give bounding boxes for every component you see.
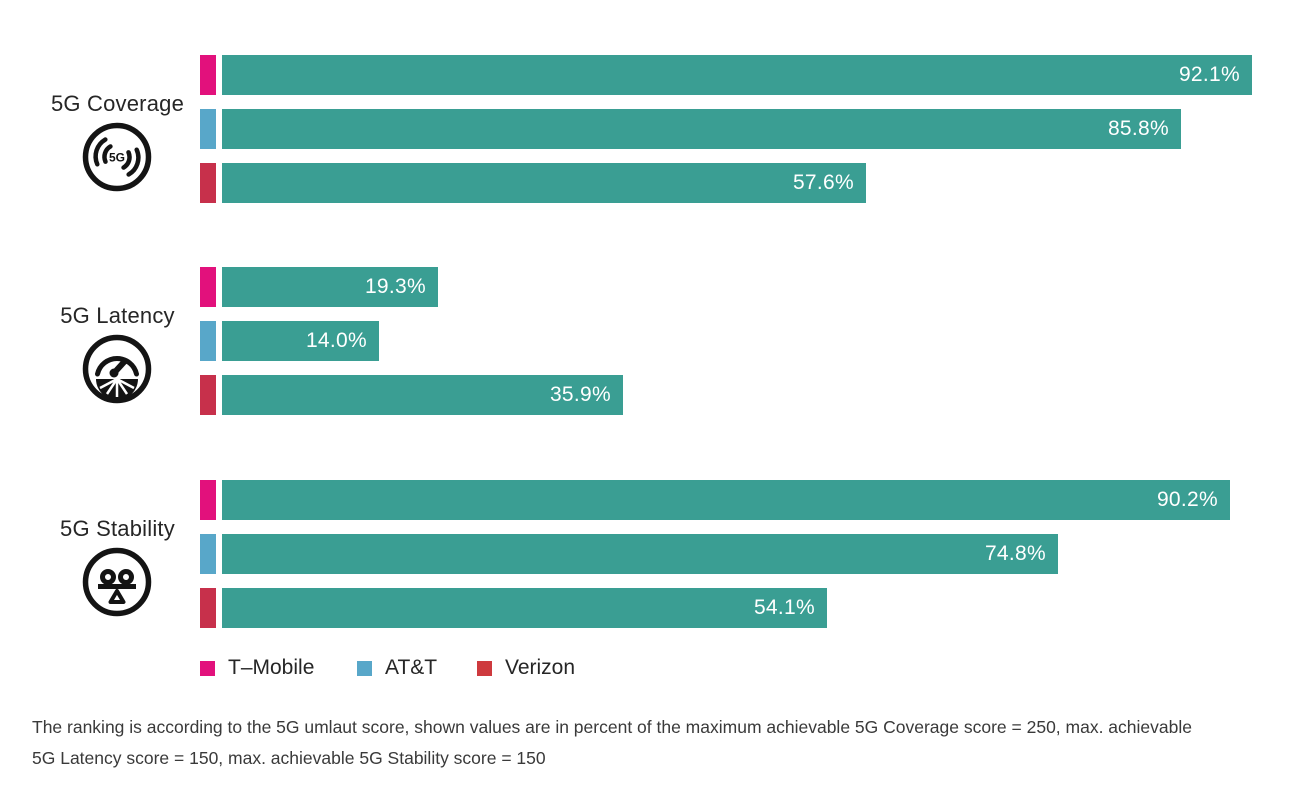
- svg-text:5G: 5G: [109, 151, 125, 165]
- latency-gauge-icon: [82, 334, 152, 404]
- group-title: 5G Latency: [60, 303, 175, 328]
- bar-value-label: 92.1%: [1178, 63, 1240, 86]
- bar-value-label: 85.8%: [1107, 117, 1169, 140]
- group-title: 5G Stability: [60, 516, 175, 541]
- att-color-swatch: [357, 660, 372, 676]
- bar-value-label: 74.8%: [984, 542, 1046, 565]
- carrier-color-tab: [200, 534, 216, 574]
- legend-item-tmobile: T–Mobile: [200, 656, 314, 680]
- carrier-color-tab: [200, 375, 216, 415]
- value-bar: 35.9%: [222, 375, 623, 415]
- value-bar: 57.6%: [222, 163, 866, 203]
- bar-value-label: 54.1%: [753, 596, 815, 619]
- legend-item-att: AT&T: [357, 656, 437, 680]
- bar-value-label: 19.3%: [364, 275, 426, 298]
- stability-balance-icon: [82, 547, 152, 617]
- legend-label: Verizon: [505, 656, 576, 679]
- value-bar: 54.1%: [222, 588, 827, 628]
- bar-value-label: 90.2%: [1156, 488, 1218, 511]
- value-bar: 14.0%: [222, 321, 379, 361]
- carrier-color-tab: [200, 588, 216, 628]
- carrier-color-tab: [200, 480, 216, 520]
- value-bar: 90.2%: [222, 480, 1230, 520]
- footnote-text: The ranking is according to the 5G umlau…: [32, 717, 1192, 768]
- carrier-color-tab: [200, 163, 216, 203]
- carrier-color-tab: [200, 109, 216, 149]
- bar-value-label: 35.9%: [549, 383, 611, 406]
- legend-item-verizon: Verizon: [477, 656, 575, 680]
- verizon-color-swatch: [477, 660, 492, 676]
- value-bar: 85.8%: [222, 109, 1181, 149]
- value-bar: 19.3%: [222, 267, 438, 307]
- bar-value-label: 57.6%: [792, 171, 854, 194]
- 5g-coverage-signal-icon: 5G: [82, 122, 152, 192]
- tmobile-color-swatch: [200, 660, 215, 676]
- group-title: 5G Coverage: [50, 91, 185, 116]
- legend-label: AT&T: [385, 656, 438, 679]
- bar-value-label: 14.0%: [305, 329, 367, 352]
- carrier-color-tab: [200, 321, 216, 361]
- carrier-color-tab: [200, 267, 216, 307]
- carrier-color-tab: [200, 55, 216, 95]
- legend: T–Mobile AT&T Verizon: [200, 656, 900, 688]
- legend-label: T–Mobile: [228, 656, 315, 679]
- value-bar: 74.8%: [222, 534, 1058, 574]
- value-bar: 92.1%: [222, 55, 1252, 95]
